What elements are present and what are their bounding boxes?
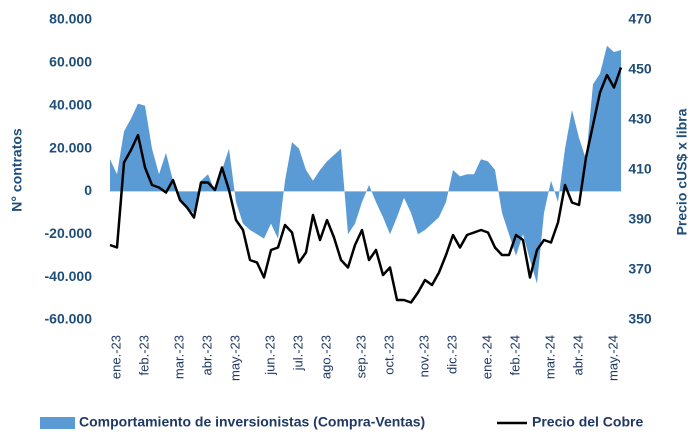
y-tick-label: 60.000 — [49, 54, 92, 70]
y2-tick-label: 410 — [628, 161, 652, 177]
x-tick-label: ene.-23 — [108, 335, 123, 379]
x-tick-label: dic.-23 — [444, 335, 459, 374]
line — [109, 67, 623, 304]
y-tick-label: -60.000 — [45, 311, 93, 327]
x-tick-label: abr.-24 — [570, 335, 585, 375]
x-tick-label: feb.-23 — [136, 335, 151, 375]
x-tick-label: mar.-24 — [542, 335, 557, 379]
y2-tick-label: 390 — [628, 211, 652, 227]
x-tick-label: ago.-23 — [318, 335, 333, 379]
x-tick-label: jun.-23 — [262, 335, 277, 376]
y-axis-title: N° contratos — [9, 128, 25, 212]
x-tick-label: sep.-23 — [353, 335, 368, 378]
y2-axis-title: Precio cUS$ x libra — [674, 108, 690, 235]
x-tick-label: nov.-23 — [416, 335, 431, 377]
y-tick-label: -40.000 — [45, 268, 93, 284]
y-tick-label: 80.000 — [49, 11, 92, 27]
legend-swatch — [40, 417, 75, 429]
x-tick-label: mar.-23 — [171, 335, 186, 379]
y2-tick-label: 470 — [628, 11, 652, 27]
y-tick-label: -20.000 — [45, 225, 93, 241]
y-tick-label: 20.000 — [49, 139, 92, 155]
legend-label: Precio del Cobre — [532, 414, 643, 430]
x-tick-label: may.-23 — [227, 335, 242, 381]
y2-tick-label: 370 — [628, 261, 652, 277]
x-tick-label: jul.-23 — [290, 335, 305, 371]
x-tick-label: feb.-24 — [507, 335, 522, 375]
y-tick-label: 40.000 — [49, 96, 92, 112]
y2-tick-label: 450 — [628, 61, 652, 77]
x-tick-label: abr.-23 — [199, 335, 214, 375]
x-tick-label: oct.-23 — [381, 335, 396, 375]
y2-tick-label: 430 — [628, 111, 652, 127]
legend-label: Comportamiento de inversionistas (Compra… — [79, 414, 425, 430]
y-tick-label: 0 — [84, 182, 92, 198]
x-tick-label: ene.-24 — [479, 335, 494, 379]
x-tick-label: may.-24 — [605, 335, 620, 381]
y2-tick-label: 350 — [628, 311, 652, 327]
